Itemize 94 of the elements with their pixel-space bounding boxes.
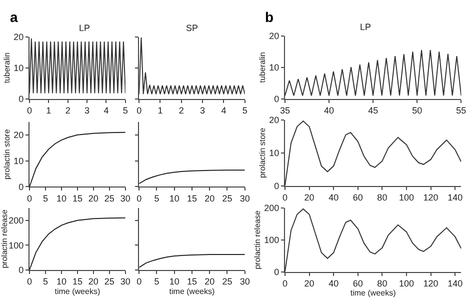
chart-title: LP bbox=[360, 22, 372, 32]
x-tick-label: 35 bbox=[280, 106, 290, 116]
y-tick-label: 10 bbox=[14, 62, 24, 73]
x-tick-label: 60 bbox=[352, 278, 363, 289]
y-axis-title: prolactin store bbox=[258, 127, 267, 178]
x-tick-label: 40 bbox=[328, 278, 339, 289]
x-tick-label: 30 bbox=[240, 276, 250, 287]
x-tick-label: 25 bbox=[222, 276, 232, 287]
x-tick-label: 4 bbox=[221, 106, 226, 116]
y-tick-label: 0 bbox=[18, 265, 24, 276]
chart-title: SP bbox=[186, 23, 198, 33]
x-tick-label: 0 bbox=[26, 276, 32, 287]
x-tick-label: 15 bbox=[72, 276, 82, 287]
x-tick-label: 3 bbox=[200, 106, 206, 116]
x-tick-label: 1 bbox=[158, 106, 163, 116]
y-tick-label: 0 bbox=[18, 94, 24, 104]
y-axis-title: prolactin release bbox=[252, 210, 262, 270]
x-tick-label: 10 bbox=[56, 194, 66, 204]
y-tick-label: 10 bbox=[269, 148, 280, 158]
y-tick-label: 200 bbox=[8, 216, 24, 226]
text: a bbox=[10, 9, 18, 25]
x-tick-label: 2 bbox=[178, 106, 184, 116]
x-tick-label: 0 bbox=[26, 106, 32, 116]
x-tick-label: 0 bbox=[282, 278, 288, 289]
x-tick-label: 20 bbox=[88, 194, 98, 204]
x-tick-label: 55 bbox=[456, 106, 466, 116]
x-tick-label: 25 bbox=[104, 194, 114, 204]
y-axis-title: tuberalin bbox=[2, 52, 12, 84]
y-tick-label: 20 bbox=[269, 115, 280, 126]
x-tick-label: 140 bbox=[448, 278, 463, 289]
x-tick-label: 20 bbox=[304, 192, 314, 203]
x-tick-label: 3 bbox=[84, 106, 90, 116]
x-tick-label: 140 bbox=[448, 192, 463, 203]
x-tick-label: 5 bbox=[122, 106, 128, 116]
y-tick-label: 0 bbox=[274, 180, 280, 191]
x-tick-label: 0 bbox=[136, 194, 142, 204]
x-tick-label: 20 bbox=[88, 276, 98, 287]
x-tick-label: 0 bbox=[136, 276, 142, 287]
x-axis-title: time (weeks) bbox=[169, 286, 215, 296]
y-axis-title: tuberalin bbox=[258, 52, 267, 83]
x-tick-label: 4 bbox=[104, 106, 109, 116]
x-tick-label: 120 bbox=[423, 278, 438, 289]
chart-title: LP bbox=[79, 23, 90, 33]
x-tick-label: 10 bbox=[56, 276, 66, 287]
x-tick-label: 45 bbox=[368, 106, 378, 116]
x-tick-label: 20 bbox=[204, 276, 215, 287]
x-tick-label: 120 bbox=[423, 192, 438, 203]
x-tick-label: 5 bbox=[42, 194, 48, 204]
x-axis-title: time (weeks) bbox=[54, 286, 100, 296]
y-tick-label: 20 bbox=[14, 130, 24, 140]
x-tick-label: 5 bbox=[242, 106, 248, 116]
y-tick-label: 100 bbox=[264, 235, 280, 246]
y-tick-label: 0 bbox=[18, 182, 24, 192]
x-tick-label: 30 bbox=[120, 276, 130, 287]
x-tick-label: 25 bbox=[104, 276, 114, 287]
x-tick-label: 30 bbox=[240, 194, 250, 204]
x-tick-label: 100 bbox=[398, 192, 414, 203]
x-tick-label: 10 bbox=[169, 276, 180, 287]
y-axis-title: prolactin release bbox=[0, 209, 9, 268]
x-tick-label: 0 bbox=[282, 192, 288, 203]
y-tick-label: 100 bbox=[8, 240, 24, 250]
y-tick-label: 0 bbox=[274, 94, 280, 104]
x-tick-label: 10 bbox=[169, 194, 180, 204]
x-tick-label: 30 bbox=[120, 194, 130, 204]
x-tick-label: 15 bbox=[186, 276, 197, 287]
y-tick-label: 20 bbox=[14, 32, 24, 42]
x-tick-label: 20 bbox=[304, 278, 314, 289]
x-axis-title: time (weeks) bbox=[350, 288, 396, 298]
y-tick-label: 20 bbox=[269, 31, 280, 42]
x-tick-label: 15 bbox=[72, 194, 82, 204]
y-tick-label: 10 bbox=[14, 156, 24, 166]
x-tick-label: 40 bbox=[324, 106, 334, 116]
line-series bbox=[284, 50, 462, 96]
x-tick-label: 50 bbox=[412, 106, 422, 116]
x-tick-label: 5 bbox=[154, 276, 160, 287]
x-tick-label: 100 bbox=[398, 278, 414, 289]
x-tick-label: 80 bbox=[377, 278, 388, 289]
x-tick-label: 40 bbox=[328, 192, 339, 203]
x-tick-label: 2 bbox=[65, 106, 70, 116]
x-tick-label: 15 bbox=[186, 194, 197, 204]
x-tick-label: 80 bbox=[377, 192, 388, 203]
x-tick-label: 25 bbox=[222, 194, 232, 204]
text: b bbox=[265, 9, 274, 25]
x-tick-label: 60 bbox=[352, 192, 363, 203]
y-tick-label: 0 bbox=[274, 266, 280, 277]
y-axis-title: prolactin store bbox=[2, 128, 12, 180]
x-tick-label: 20 bbox=[204, 194, 215, 204]
x-tick-label: 5 bbox=[154, 194, 160, 204]
y-tick-label: 10 bbox=[269, 62, 280, 73]
x-tick-label: 0 bbox=[136, 106, 142, 116]
x-tick-label: 0 bbox=[26, 194, 32, 204]
x-tick-label: 1 bbox=[46, 106, 52, 116]
y-tick-label: 200 bbox=[264, 203, 280, 214]
x-tick-label: 5 bbox=[42, 276, 48, 287]
